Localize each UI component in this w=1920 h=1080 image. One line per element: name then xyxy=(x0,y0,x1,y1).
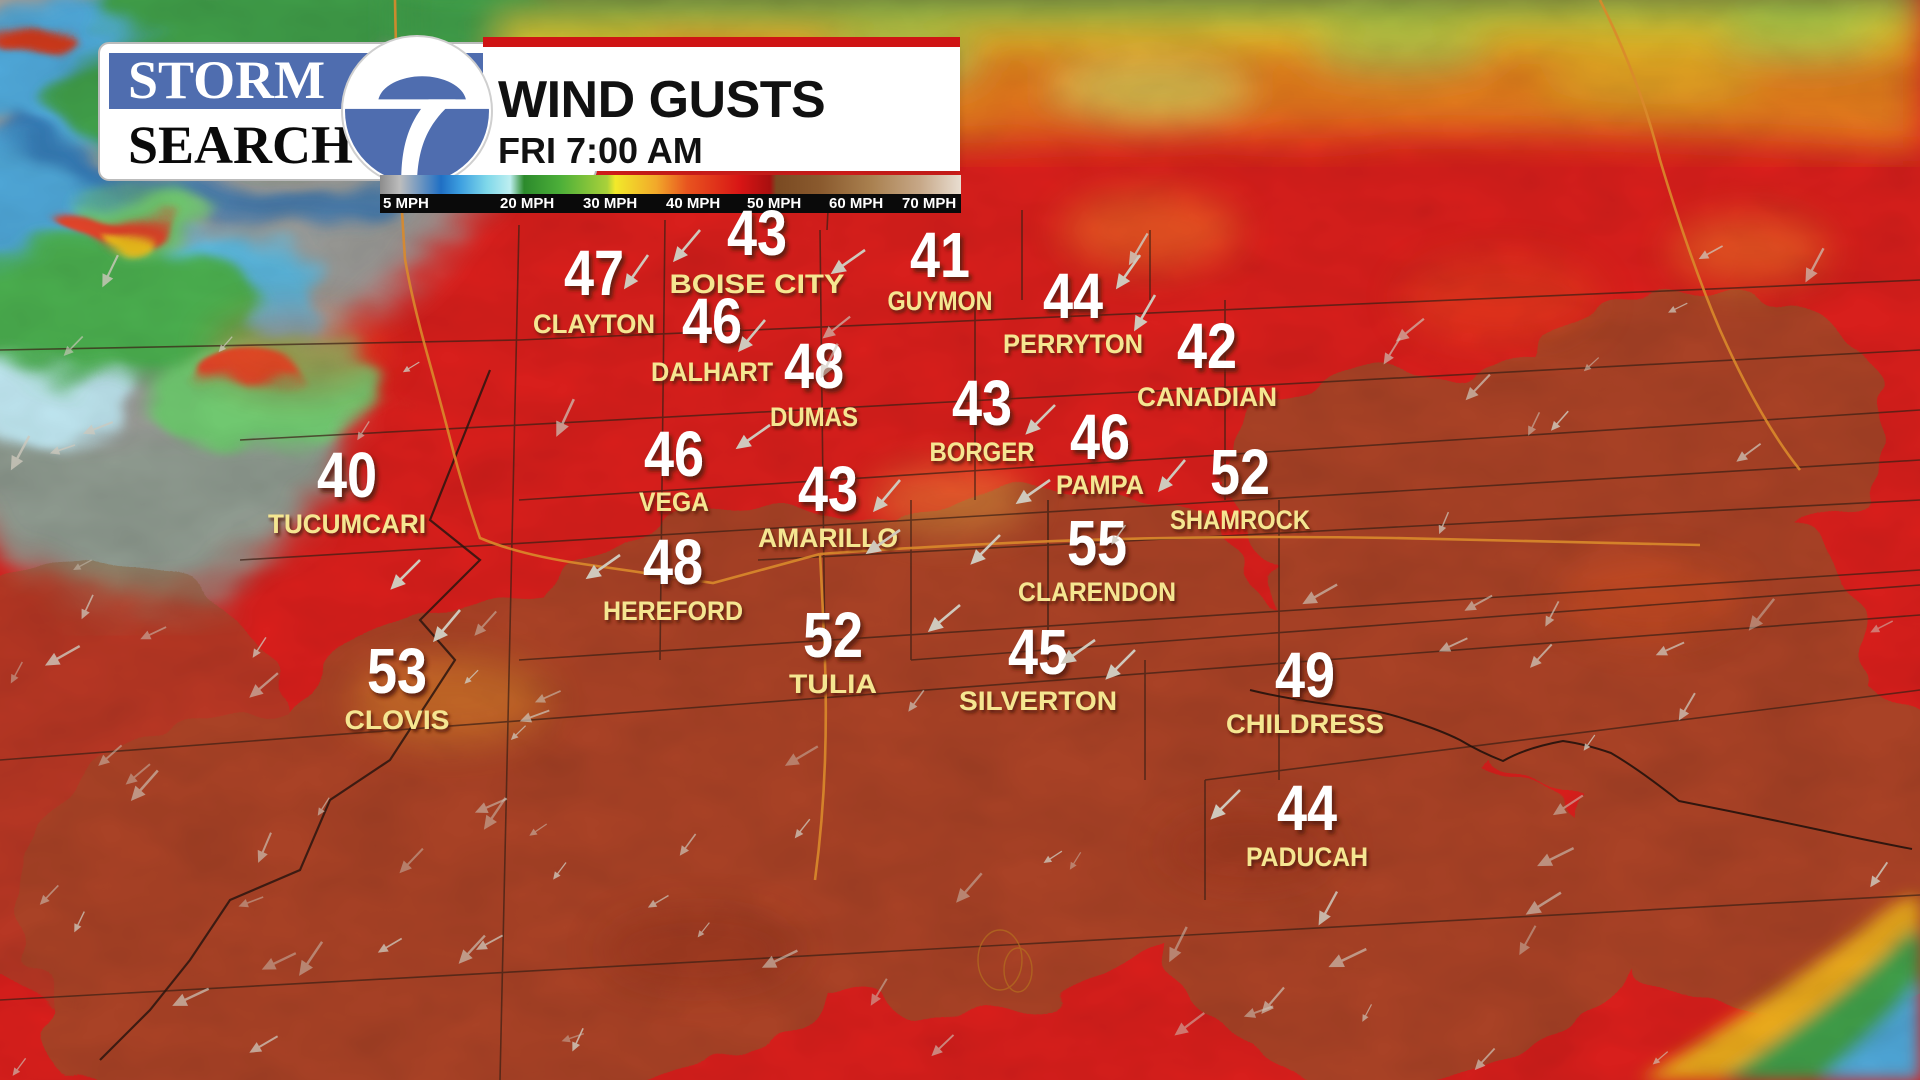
svg-text:CHILDRESS: CHILDRESS xyxy=(1226,709,1384,739)
svg-text:CLAYTON: CLAYTON xyxy=(533,309,655,339)
svg-text:52: 52 xyxy=(1210,436,1270,508)
svg-text:46: 46 xyxy=(644,418,704,490)
svg-text:CLARENDON: CLARENDON xyxy=(1018,577,1176,607)
svg-text:CLOVIS: CLOVIS xyxy=(345,705,450,735)
svg-text:46: 46 xyxy=(1070,401,1130,473)
svg-text:44: 44 xyxy=(1277,772,1337,844)
svg-text:46: 46 xyxy=(682,285,742,357)
svg-text:52: 52 xyxy=(803,599,863,671)
svg-text:TUCUMCARI: TUCUMCARI xyxy=(268,509,426,539)
svg-text:DUMAS: DUMAS xyxy=(770,402,858,432)
svg-text:43: 43 xyxy=(798,453,858,525)
svg-text:PAMPA: PAMPA xyxy=(1056,470,1144,500)
svg-text:SILVERTON: SILVERTON xyxy=(959,686,1117,716)
svg-text:HEREFORD: HEREFORD xyxy=(603,596,743,626)
svg-text:47: 47 xyxy=(564,237,624,309)
svg-text:DALHART: DALHART xyxy=(651,357,773,387)
svg-text:GUYMON: GUYMON xyxy=(888,286,993,316)
svg-text:42: 42 xyxy=(1177,310,1237,382)
svg-text:41: 41 xyxy=(910,219,970,291)
svg-text:53: 53 xyxy=(367,635,427,707)
svg-text:48: 48 xyxy=(784,330,844,402)
svg-text:SHAMROCK: SHAMROCK xyxy=(1170,505,1310,535)
svg-text:BORGER: BORGER xyxy=(930,437,1035,467)
svg-text:CANADIAN: CANADIAN xyxy=(1137,382,1277,412)
svg-text:45: 45 xyxy=(1008,616,1068,688)
svg-text:VEGA: VEGA xyxy=(639,487,709,517)
svg-text:PERRYTON: PERRYTON xyxy=(1003,329,1143,359)
svg-text:55: 55 xyxy=(1067,507,1127,579)
svg-text:48: 48 xyxy=(643,526,703,598)
svg-text:43: 43 xyxy=(952,367,1012,439)
svg-text:PADUCAH: PADUCAH xyxy=(1246,842,1368,872)
svg-text:TULIA: TULIA xyxy=(789,669,877,699)
svg-text:43: 43 xyxy=(727,197,787,269)
svg-text:44: 44 xyxy=(1043,260,1103,332)
svg-text:40: 40 xyxy=(317,439,377,511)
svg-text:49: 49 xyxy=(1275,639,1335,711)
